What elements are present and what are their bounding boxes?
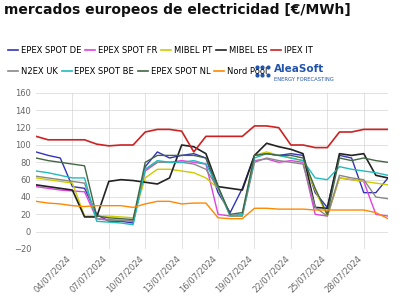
Legend: EPEX SPOT DE, EPEX SPOT FR, MIBEL PT, MIBEL ES, IPEX IT: EPEX SPOT DE, EPEX SPOT FR, MIBEL PT, MI… (8, 46, 313, 55)
Legend: N2EX UK, EPEX SPOT BE, EPEX SPOT NL, Nord Pool: N2EX UK, EPEX SPOT BE, EPEX SPOT NL, Nor… (8, 67, 267, 76)
Text: AleaSoft: AleaSoft (274, 64, 324, 74)
Text: ENERGY FORECASTING: ENERGY FORECASTING (274, 77, 334, 83)
Text: mercados europeos de electricidad [€/MWh]: mercados europeos de electricidad [€/MWh… (4, 3, 351, 17)
